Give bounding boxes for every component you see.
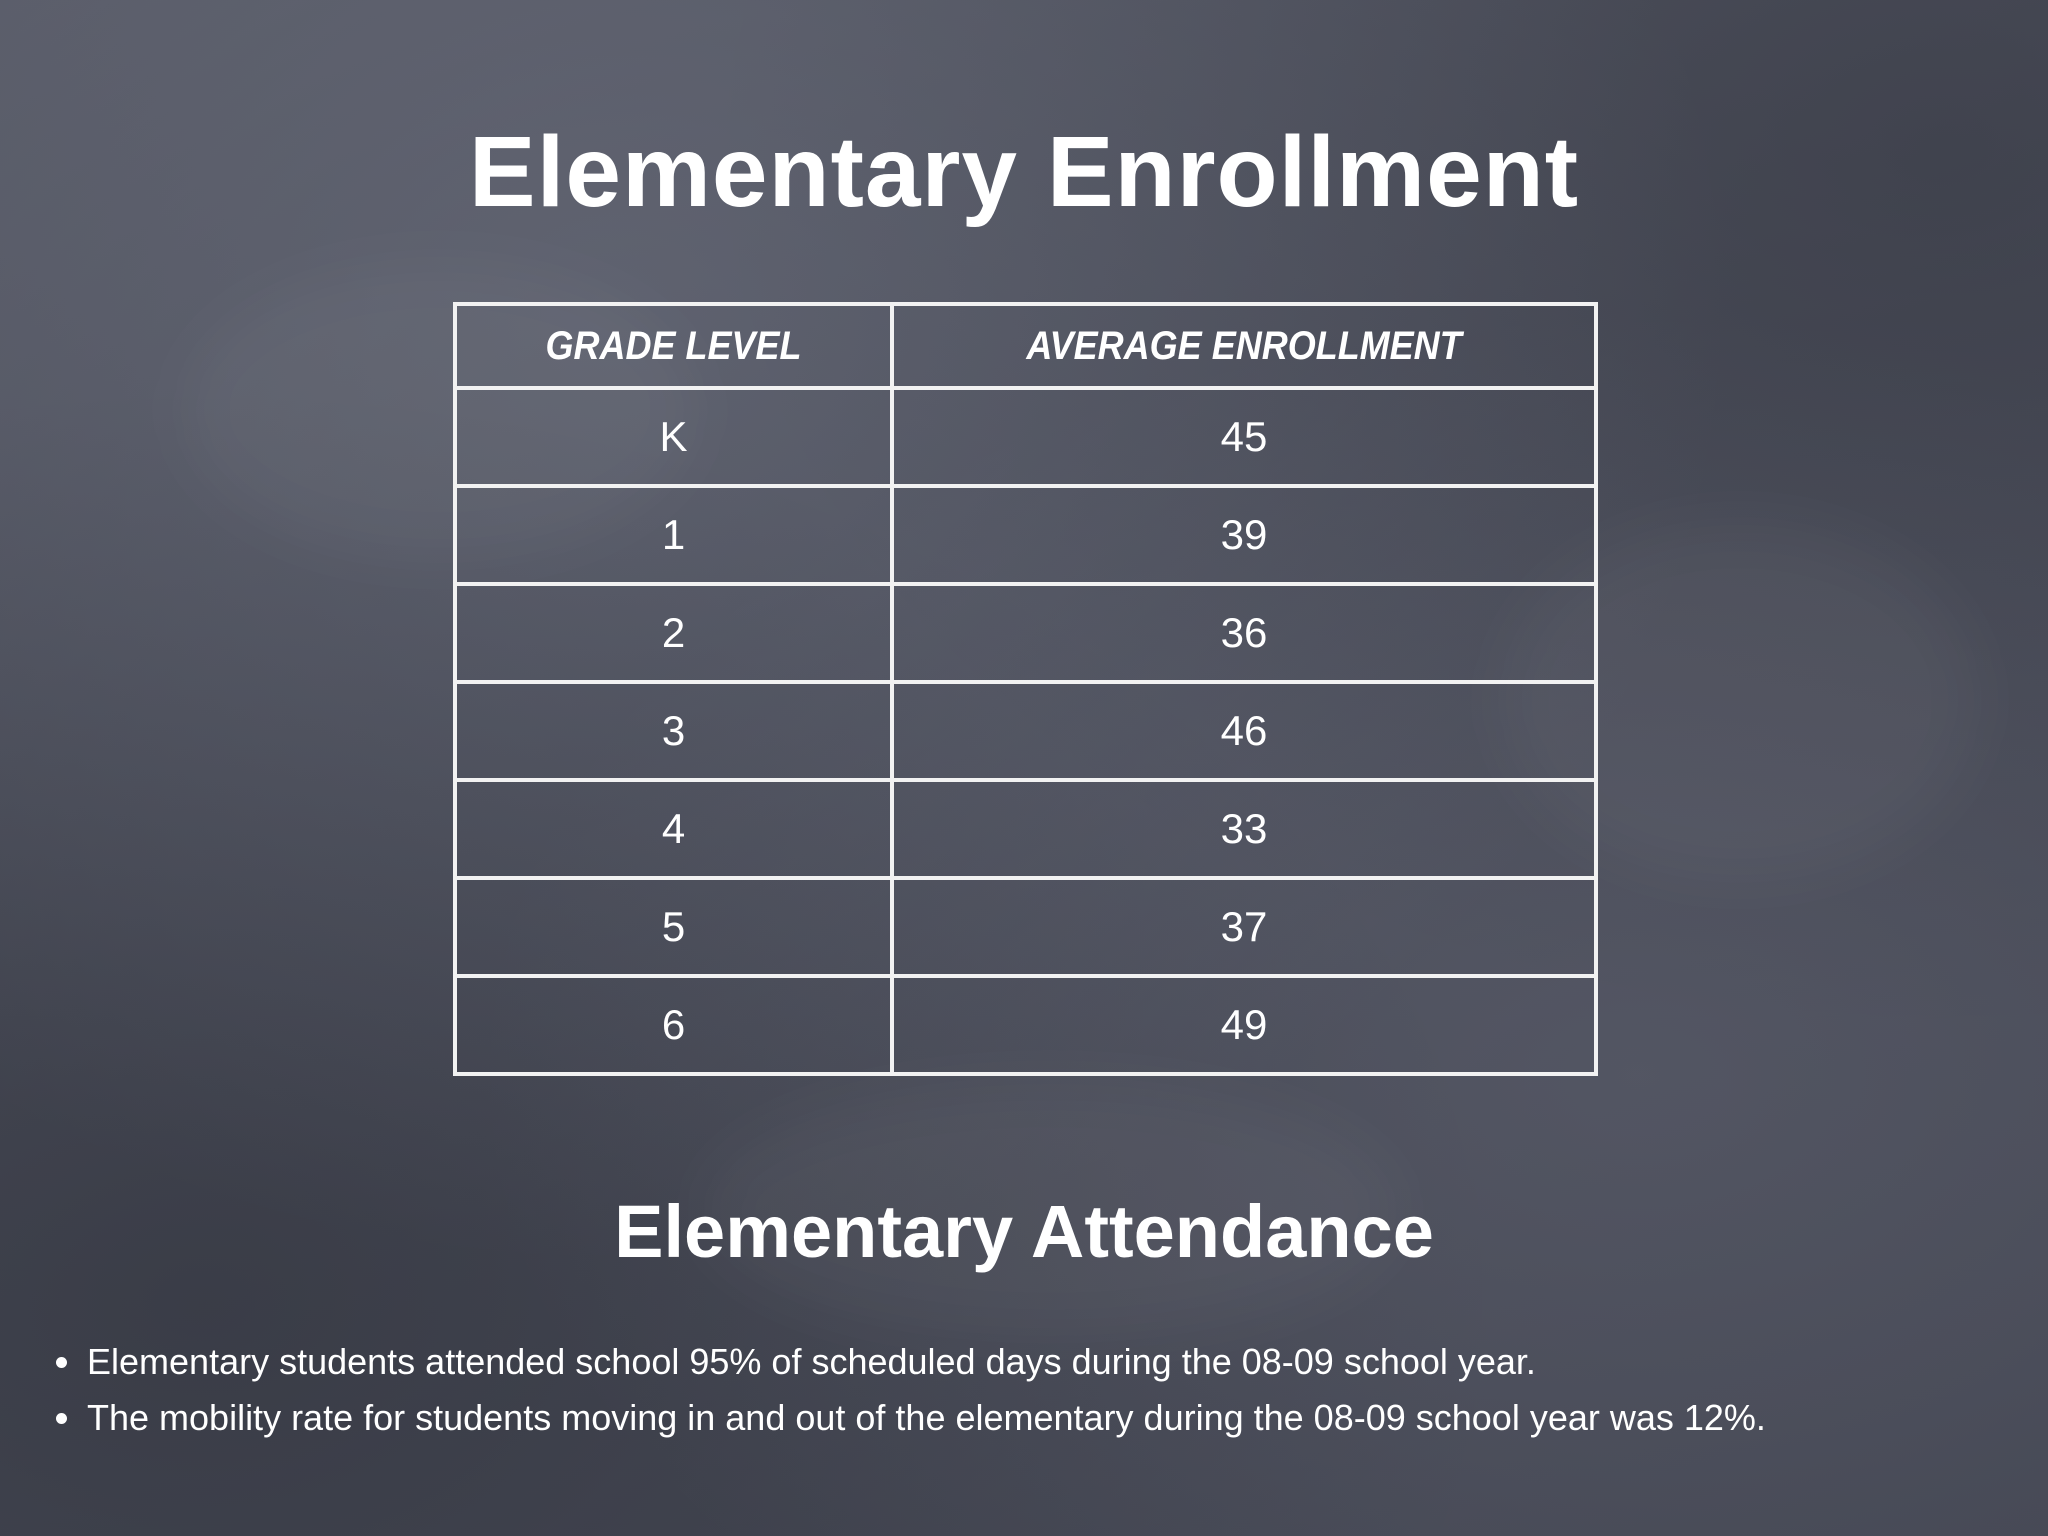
grade-cell: K — [453, 386, 894, 488]
section-subtitle: Elementary Attendance — [614, 1190, 1434, 1273]
enrollment-cell: 33 — [890, 778, 1598, 880]
bullet-text: Elementary students attended school 95% … — [87, 1341, 1536, 1382]
enrollment-cell: 39 — [890, 484, 1598, 586]
table-header-row: GRADE LEVEL AVERAGE ENROLLMENT — [455, 302, 1596, 390]
enrollment-table: GRADE LEVEL AVERAGE ENROLLMENT K 45 1 39… — [453, 302, 1598, 1076]
grade-cell: 3 — [453, 680, 894, 782]
bullet-icon — [56, 1412, 67, 1424]
table-row: 5 37 — [453, 876, 1598, 978]
enrollment-cell: 36 — [890, 582, 1598, 684]
table-row: 1 39 — [453, 484, 1598, 586]
grade-cell: 6 — [453, 974, 894, 1076]
grade-cell: 5 — [453, 876, 894, 978]
table-row: 4 33 — [453, 778, 1598, 880]
grade-cell: 1 — [453, 484, 894, 586]
enrollment-table-container: GRADE LEVEL AVERAGE ENROLLMENT K 45 1 39… — [453, 302, 1598, 1076]
enrollment-cell: 46 — [890, 680, 1598, 782]
enrollment-cell: 49 — [890, 974, 1598, 1076]
header-average-enrollment: AVERAGE ENROLLMENT — [925, 302, 1563, 390]
enrollment-cell: 45 — [890, 386, 1598, 488]
header-grade-level: GRADE LEVEL — [475, 302, 872, 390]
list-item: The mobility rate for students moving in… — [50, 1390, 2040, 1446]
chalk-texture — [700, 1080, 1400, 1340]
list-item: Elementary students attended school 95% … — [50, 1334, 2040, 1390]
table-row: 6 49 — [453, 974, 1598, 1076]
bullet-list: Elementary students attended school 95% … — [50, 1334, 2040, 1446]
table-row: 2 36 — [453, 582, 1598, 684]
enrollment-cell: 37 — [890, 876, 1598, 978]
grade-cell: 4 — [453, 778, 894, 880]
grade-cell: 2 — [453, 582, 894, 684]
bullet-text: The mobility rate for students moving in… — [87, 1397, 1766, 1438]
bullet-icon — [56, 1356, 67, 1368]
table-row: K 45 — [453, 386, 1598, 488]
table-row: 3 46 — [453, 680, 1598, 782]
slide-title: Elementary Enrollment — [468, 116, 1580, 228]
